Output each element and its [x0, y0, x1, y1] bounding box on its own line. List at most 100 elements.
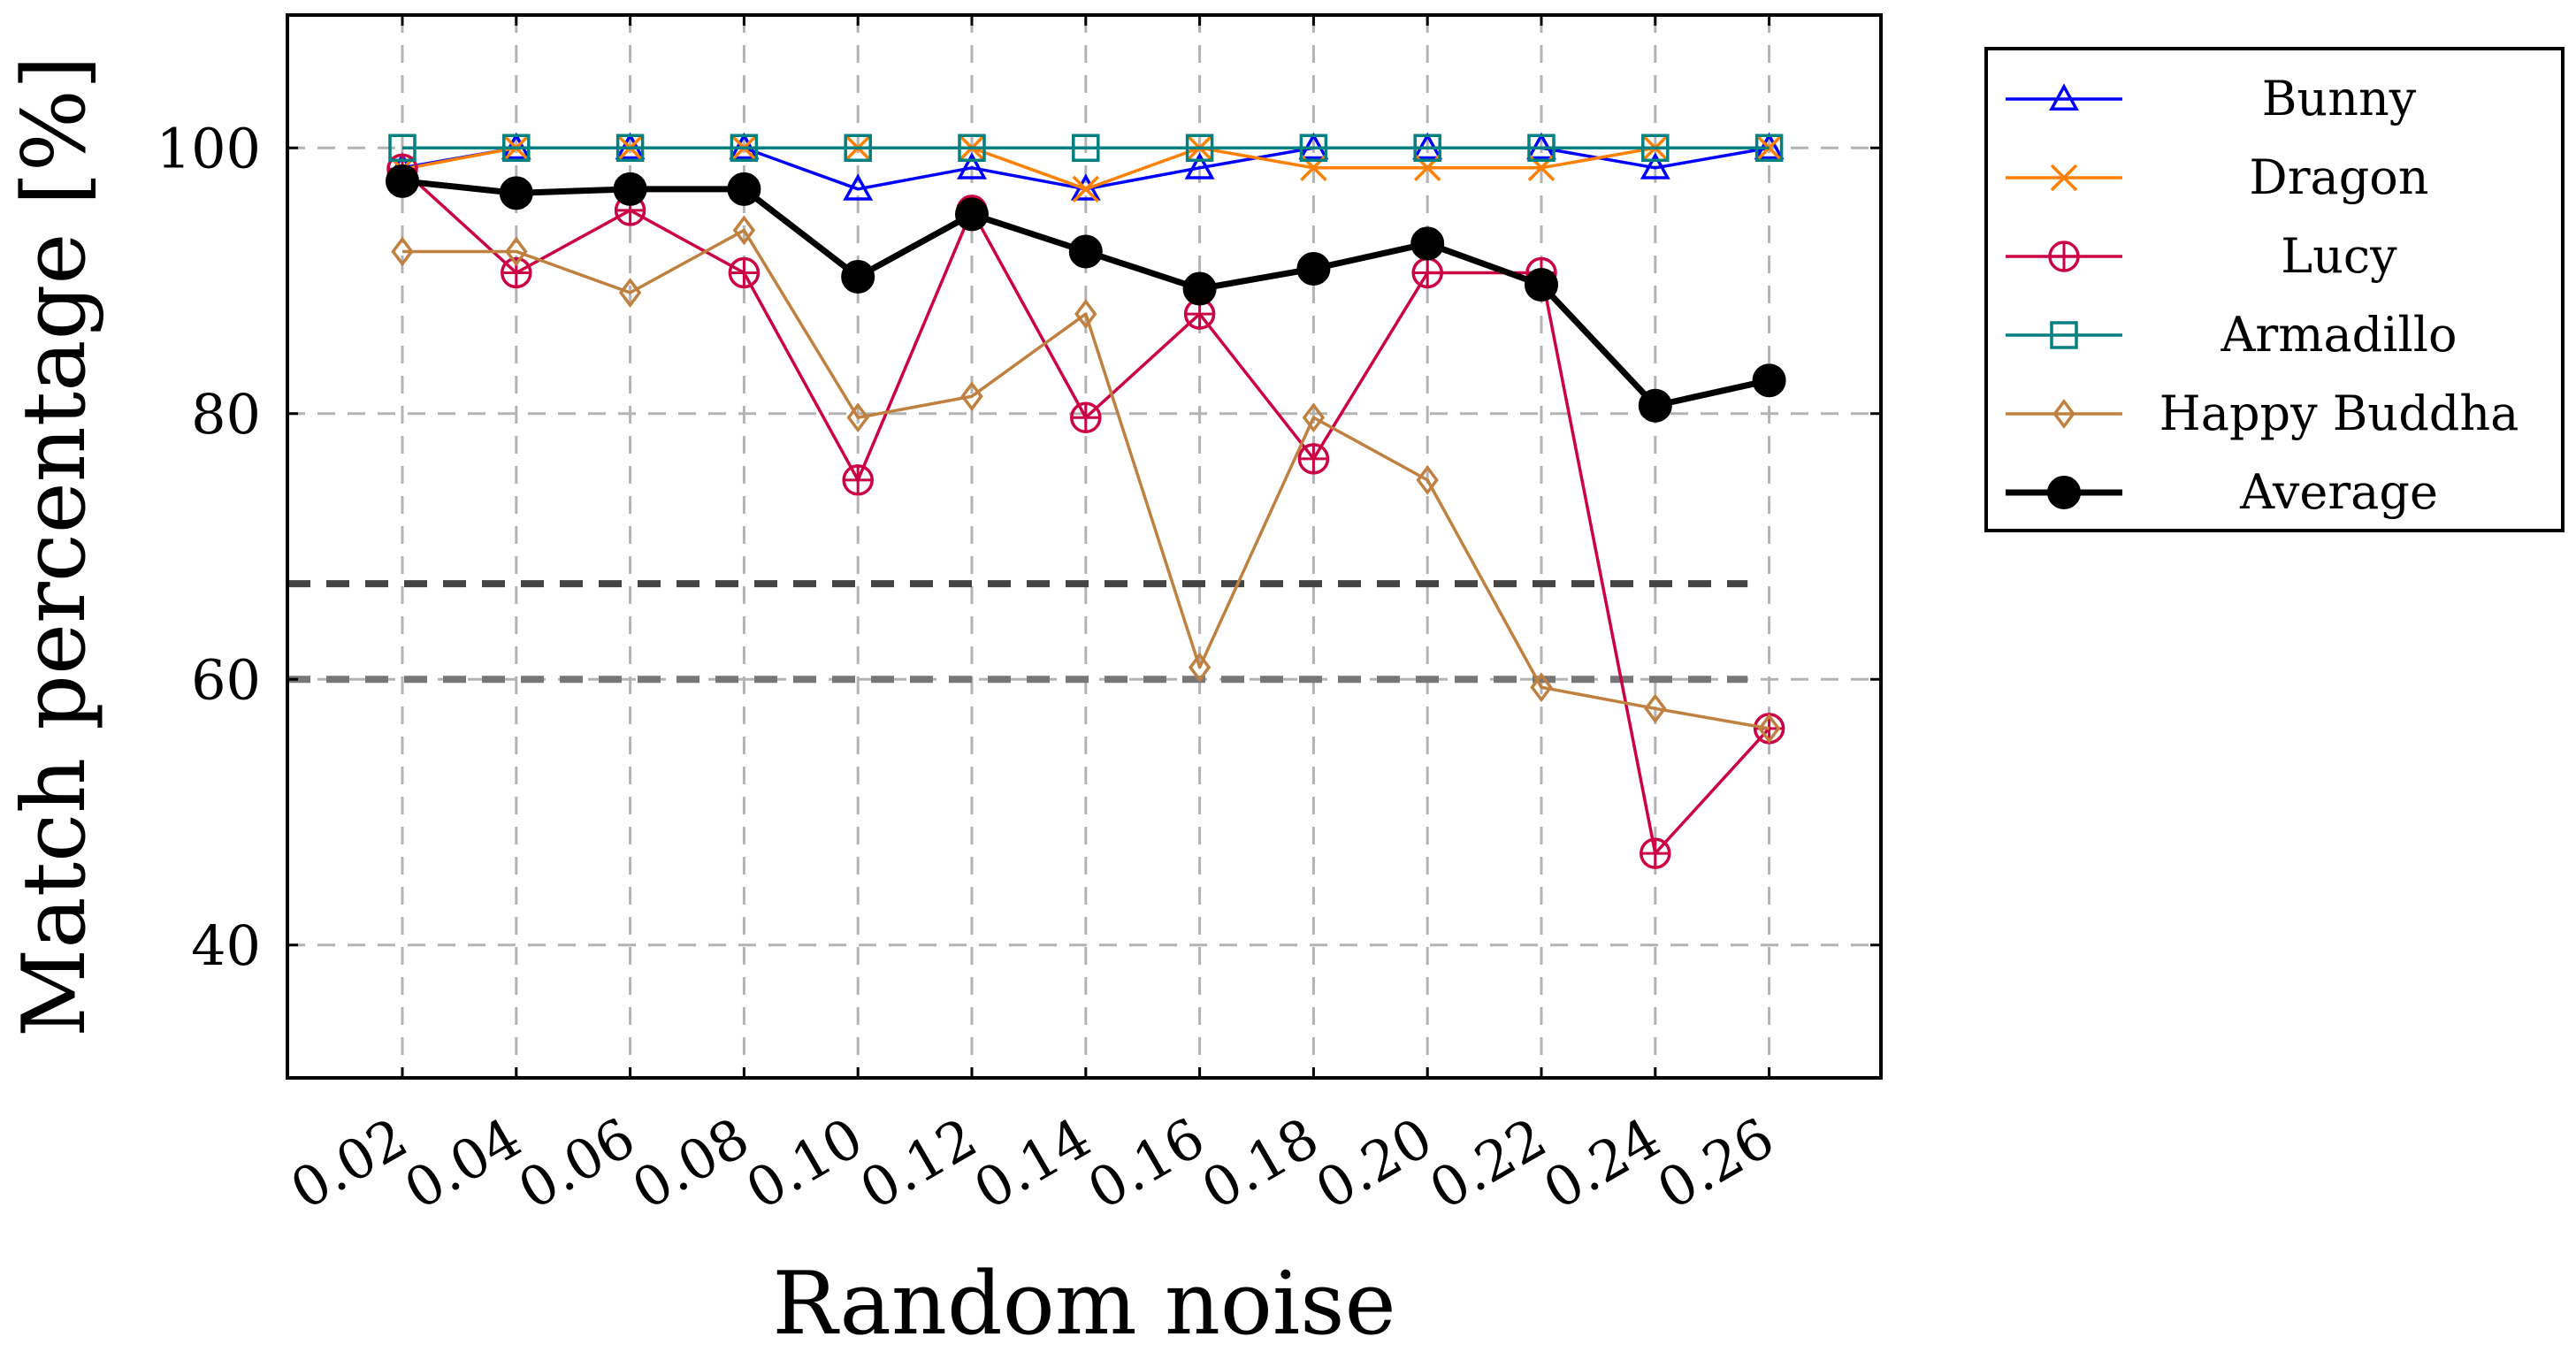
data-point-dragon — [1072, 175, 1100, 203]
circle-marker-shape — [2047, 476, 2081, 509]
square-marker-shape — [958, 134, 986, 162]
data-point-bunny — [1640, 152, 1670, 180]
data-point-bunny — [957, 152, 987, 180]
data-point-average — [613, 172, 647, 206]
y-tick-label: 40 — [191, 913, 261, 978]
data-point-happy-buddha — [846, 402, 869, 433]
data-point-happy-buddha — [1757, 713, 1781, 744]
data-point-average — [727, 172, 761, 206]
data-point-average — [1638, 388, 1672, 423]
diamond-marker-shape — [960, 381, 983, 412]
diamond-marker-shape — [1074, 299, 1097, 329]
data-point-average — [499, 176, 533, 210]
legend-label-bunny: Bunny — [2262, 71, 2417, 126]
diamond-marker-shape — [1416, 464, 1439, 495]
square-marker-shape — [2050, 321, 2078, 349]
triangle-marker-shape — [1184, 152, 1215, 180]
y-axis-title: Match percentage [%] — [4, 56, 105, 1037]
data-point-armadillo — [844, 134, 872, 162]
data-point-armadillo — [502, 134, 531, 162]
series-line-happy-buddha — [402, 228, 1770, 730]
circle-marker-shape — [1638, 388, 1672, 423]
data-point-lucy — [1070, 401, 1102, 434]
data-point-average — [841, 259, 875, 294]
y-tick-label: 80 — [191, 382, 261, 447]
square-marker-shape — [1641, 134, 1670, 162]
data-point-happy-buddha — [1530, 672, 1553, 703]
circle-marker-shape — [1752, 363, 1786, 398]
data-point-average — [1068, 234, 1103, 269]
data-point-armadillo — [615, 134, 645, 162]
data-point-armadillo — [1072, 134, 1100, 162]
data-point-average — [1752, 363, 1786, 398]
data-point-armadillo — [1413, 134, 1441, 162]
data-point-average — [955, 197, 989, 232]
legend: Bunny Dragon Lucy Armadillo Happy Buddha Aver… — [1984, 47, 2565, 532]
data-point-armadillo — [730, 134, 759, 162]
legend-marker-bunny — [2049, 83, 2079, 111]
axis-ticks: 0.020.040.060.080.100.120.140.160.180.20… — [157, 15, 1881, 1222]
circle-marker-shape — [1068, 234, 1103, 269]
data-point-armadillo — [1185, 134, 1214, 162]
square-marker-shape — [388, 134, 417, 162]
circle-marker-shape — [386, 164, 419, 198]
legend-label-average: Average — [2239, 464, 2438, 520]
y-tick-label: 100 — [157, 116, 261, 180]
data-point-happy-buddha — [618, 278, 642, 308]
data-point-average — [1410, 226, 1445, 261]
circle-marker-shape — [499, 176, 533, 210]
data-point-happy-buddha — [1188, 652, 1212, 683]
legend-marker-happy-buddha — [2052, 399, 2075, 429]
data-point-lucy — [1411, 256, 1443, 289]
circle-marker-shape — [613, 172, 647, 206]
series-armadillo — [388, 134, 1784, 162]
legend-label-happy-buddha: Happy Buddha — [2159, 386, 2519, 441]
diamond-marker-shape — [618, 278, 642, 308]
square-marker-shape — [1072, 134, 1100, 162]
diamond-marker-shape — [1302, 402, 1326, 433]
triangle-marker-shape — [2049, 83, 2079, 111]
square-marker-shape — [844, 134, 872, 162]
circle-marker-shape — [1525, 268, 1558, 302]
data-point-bunny — [843, 173, 874, 201]
data-point-average — [1182, 271, 1217, 306]
data-point-lucy — [1297, 443, 1330, 475]
diamond-marker-shape — [391, 236, 414, 267]
diamond-marker-shape — [1757, 713, 1781, 744]
data-point-happy-buddha — [732, 215, 756, 246]
data-point-average — [1525, 268, 1558, 302]
series-lines — [386, 132, 1786, 869]
legend-marker-armadillo — [2050, 321, 2078, 349]
diamond-marker-shape — [1530, 672, 1553, 703]
data-point-happy-buddha — [1302, 402, 1326, 433]
y-tick-label: 60 — [191, 647, 261, 712]
triangle-marker-shape — [1640, 152, 1670, 180]
legend-label-armadillo: Armadillo — [2220, 307, 2457, 363]
circle-marker-shape — [841, 259, 875, 294]
circle-marker-shape — [1296, 251, 1331, 286]
square-marker-shape — [1527, 134, 1556, 162]
data-point-happy-buddha — [505, 236, 528, 267]
data-point-bunny — [1184, 152, 1215, 180]
circle-marker-shape — [1410, 226, 1445, 261]
data-point-lucy — [842, 464, 874, 496]
square-marker-shape — [1754, 134, 1784, 162]
circle-marker-shape — [727, 172, 761, 206]
diamond-marker-shape — [846, 402, 869, 433]
legend-marker-dragon — [2050, 164, 2078, 192]
data-point-armadillo — [958, 134, 986, 162]
triangle-marker-shape — [843, 173, 874, 201]
data-point-armadillo — [1527, 134, 1556, 162]
data-point-lucy — [728, 256, 761, 289]
legend-label-dragon: Dragon — [2249, 149, 2428, 205]
x-tick-label: 0.26 — [1647, 1105, 1785, 1222]
x-axis-title: Random noise — [772, 1254, 1395, 1352]
data-point-armadillo — [1754, 134, 1784, 162]
data-point-lucy — [1640, 837, 1671, 869]
data-point-armadillo — [1641, 134, 1670, 162]
reference-lines — [287, 580, 1748, 684]
data-point-armadillo — [388, 134, 417, 162]
data-point-happy-buddha — [1416, 464, 1439, 495]
grid — [287, 15, 1881, 1078]
